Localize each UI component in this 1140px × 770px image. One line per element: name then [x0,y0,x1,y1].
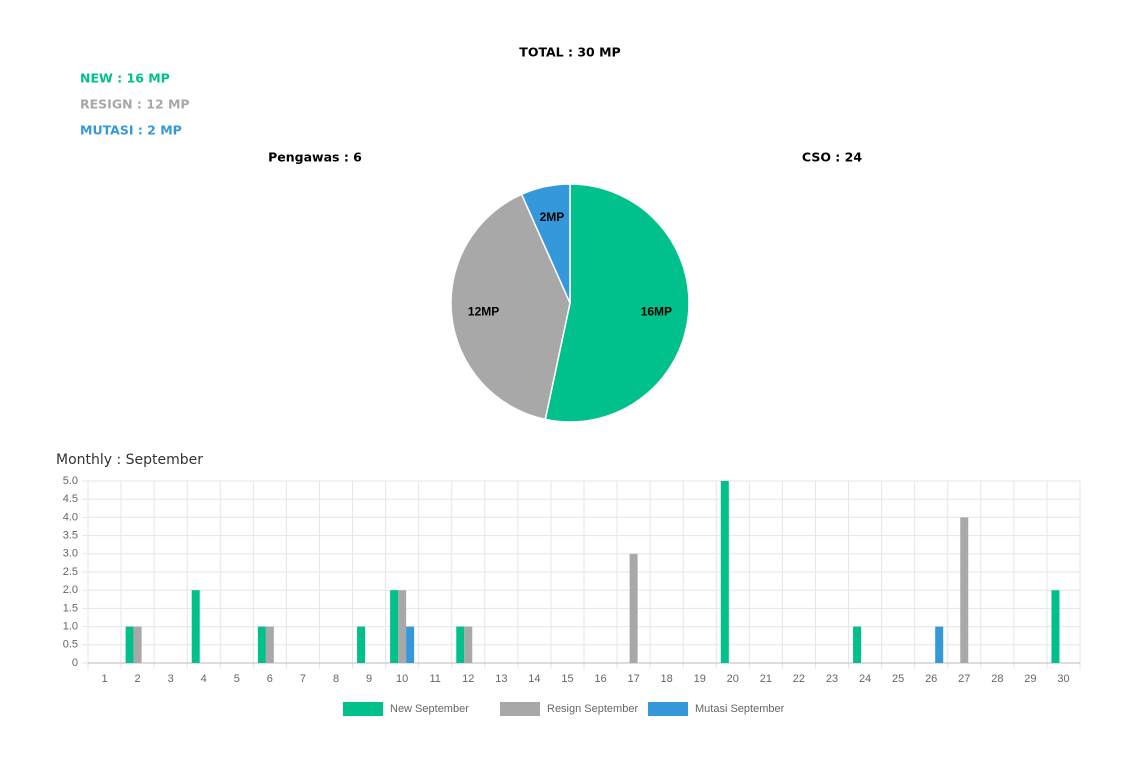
legend-swatch [343,702,383,716]
x-tick-label: 25 [892,673,904,685]
x-tick-label: 29 [1024,673,1036,685]
bar [357,626,366,663]
legend-label: Mutasi September [695,703,785,715]
bar [456,626,465,663]
pie-slice [520,183,571,304]
y-tick-label: 3.0 [63,548,78,560]
pie-slice [450,193,571,421]
x-tick-label: 6 [267,673,273,685]
x-tick-label: 7 [300,673,306,685]
x-tick-label: 2 [135,673,141,685]
x-tick-label: 15 [561,673,573,685]
x-tick-label: 1 [101,673,107,685]
legend-swatch [500,702,540,716]
x-tick-label: 21 [760,673,772,685]
bar [960,517,969,663]
pie-slice [544,183,690,423]
x-tick-label: 4 [201,673,207,685]
bar [125,626,134,663]
bar [935,626,944,663]
mutasi-label: MUTASI : 2 MP [80,123,182,138]
bar [720,481,729,663]
x-tick-label: 16 [594,673,606,685]
total-label: TOTAL : 30 MP [519,45,620,60]
resign-label: RESIGN : 12 MP [80,97,190,112]
x-tick-label: 20 [727,673,739,685]
bar [398,590,407,663]
bar [853,626,862,663]
legend-label: New September [390,703,469,715]
chart-title: Monthly : September [56,452,203,468]
x-tick-label: 27 [958,673,970,685]
x-tick-label: 13 [495,673,507,685]
y-tick-label: 2.5 [63,566,78,578]
bar [265,626,274,663]
y-tick-label: 0.5 [63,639,78,651]
slice-label: 12MP [468,304,499,318]
x-tick-label: 28 [991,673,1003,685]
cso-label: CSO : 24 [802,150,862,165]
legend-label: Resign September [547,703,638,715]
x-tick-label: 10 [396,673,408,685]
bar [191,590,200,663]
x-tick-label: 8 [333,673,339,685]
x-tick-label: 12 [462,673,474,685]
y-tick-label: 1.0 [63,621,78,633]
pengawas-label: Pengawas : 6 [268,150,362,165]
x-tick-label: 18 [661,673,673,685]
x-tick-label: 23 [826,673,838,685]
bar [464,626,473,663]
bar [133,626,142,663]
slice-label: 2MP [540,210,565,224]
y-tick-label: 4.5 [63,493,78,505]
x-tick-label: 9 [366,673,372,685]
x-tick-label: 19 [694,673,706,685]
x-tick-label: 30 [1057,673,1069,685]
y-tick-label: 5.0 [63,475,78,487]
bar [390,590,399,663]
x-tick-label: 5 [234,673,240,685]
y-tick-label: 1.5 [63,602,78,614]
x-tick-label: 14 [528,673,540,685]
bar [629,553,638,663]
y-tick-label: 3.5 [63,530,78,542]
slice-label: 16MP [641,304,672,318]
bar [257,626,266,663]
x-tick-label: 17 [627,673,639,685]
x-tick-label: 22 [793,673,805,685]
y-tick-label: 0 [72,657,78,669]
x-tick-label: 11 [429,673,440,685]
bar [1051,590,1060,663]
new-label: NEW : 16 MP [80,71,170,86]
bar [406,626,415,663]
x-tick-label: 24 [859,673,871,685]
x-tick-label: 26 [925,673,937,685]
legend-swatch [648,702,688,716]
y-tick-label: 4.0 [63,511,78,523]
y-tick-label: 2.0 [63,584,78,596]
x-tick-label: 3 [168,673,174,685]
